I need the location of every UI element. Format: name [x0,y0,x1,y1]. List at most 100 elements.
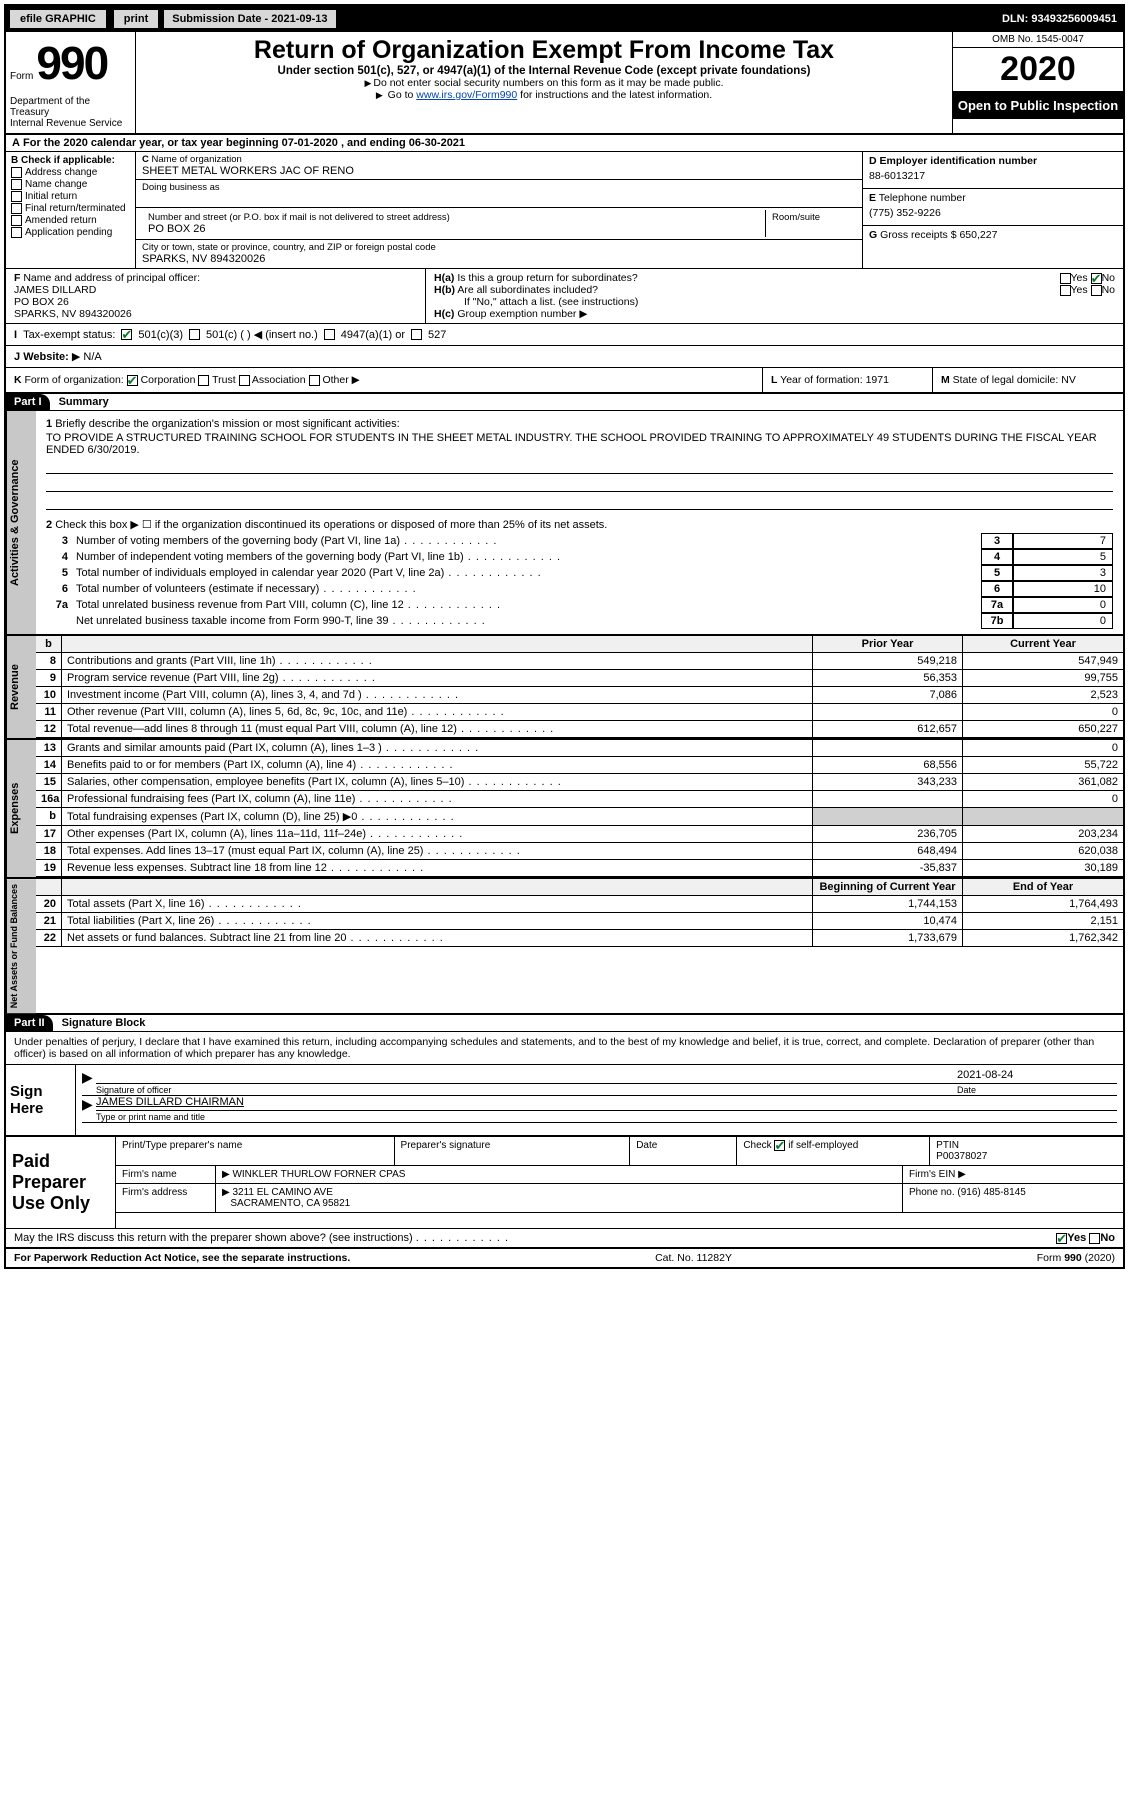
hb-note: If "No," attach a list. (see instruction… [434,296,1115,308]
assoc-checkbox[interactable] [239,375,250,386]
501c-checkbox[interactable] [189,329,200,340]
fin-line: 17Other expenses (Part IX, column (A), l… [36,826,1123,843]
current-year-amt: 0 [963,791,1123,807]
efile-label: efile GRAPHIC [8,8,108,30]
part1-badge: Part I [6,394,50,410]
other-checkbox[interactable] [309,375,320,386]
discuss-row: May the IRS discuss this return with the… [6,1229,1123,1249]
b-checkbox[interactable] [11,179,22,190]
arrow-icon: ▶ [82,1096,96,1122]
firm-addr2: SACRAMENTO, CA 95821 [230,1198,350,1209]
city-label: City or town, state or province, country… [142,242,856,253]
527-checkbox[interactable] [411,329,422,340]
omb-number: OMB No. 1545-0047 [953,32,1123,48]
col-b-checkboxes: B Check if applicable: Address changeNam… [6,152,136,268]
form-number-block: Form 990 Department of the Treasury Inte… [6,32,136,133]
hb-no-checkbox[interactable] [1091,285,1102,296]
l-val: 1971 [866,374,889,386]
prior-year-amt [813,791,963,807]
ha-yes-checkbox[interactable] [1060,273,1071,284]
discuss-no-checkbox[interactable] [1089,1233,1100,1244]
hb-yes-checkbox[interactable] [1060,285,1071,296]
line-num: 5 [46,566,72,580]
prior-year-amt: 1,744,153 [813,896,963,912]
city-val: SPARKS, NV 894320026 [142,253,856,265]
irs-link[interactable]: www.irs.gov/Form990 [416,89,517,101]
signature-line[interactable] [96,1069,957,1083]
preparer-row1: Print/Type preparer's name Preparer's si… [116,1137,1123,1166]
part1-title: Summary [53,396,109,408]
col-c-identity: C Name of organization SHEET METAL WORKE… [136,152,863,268]
ptin-val: P00378027 [936,1151,987,1162]
revenue-section: Revenue b Prior Year Current Year 8Contr… [6,636,1123,740]
form-title: Return of Organization Exempt From Incom… [140,36,948,65]
line-value: 7 [1013,533,1113,549]
current-year-amt: 1,764,493 [963,896,1123,912]
preparer-row3: Firm's address ▶ 3211 EL CAMINO AVE SACR… [116,1184,1123,1213]
part2-badge: Part II [6,1015,53,1031]
street-val: PO BOX 26 [148,223,759,235]
501c3-checkbox[interactable] [121,329,132,340]
officer-and-h: F Name and address of principal officer:… [6,268,1123,324]
current-year-amt: 620,038 [963,843,1123,859]
line-num: 10 [36,687,62,703]
current-year-amt: 547,949 [963,653,1123,669]
prior-year-amt: 549,218 [813,653,963,669]
hb-text: Are all subordinates included? [457,284,598,296]
selfemp-checkbox[interactable] [774,1140,785,1151]
b-option: Amended return [11,215,130,226]
arrow-icon: ▶ [82,1069,96,1095]
hc-text: Group exemption number [457,308,576,320]
ein-val: 88-6013217 [869,167,1117,185]
department: Department of the Treasury Internal Reve… [10,90,131,129]
prior-year-amt: 648,494 [813,843,963,859]
b-option: Name change [11,179,130,190]
note2-pre: Go to [388,89,417,101]
line-num: 22 [36,930,62,946]
line-num: 8 [36,653,62,669]
b-checkbox[interactable] [11,215,22,226]
firm-phone: (916) 485-8145 [957,1187,1025,1198]
tax-year: 2020 [953,48,1123,92]
line-num: 17 [36,826,62,842]
trust-checkbox[interactable] [198,375,209,386]
box-num: 3 [981,533,1013,549]
firm-phone-label: Phone no. [909,1187,955,1198]
box-num: 5 [981,565,1013,581]
box-num: 7a [981,597,1013,613]
sign-here-label: Sign Here [6,1065,76,1135]
opt-other: Other [322,374,348,386]
box-num: 6 [981,581,1013,597]
line-num: 15 [36,774,62,790]
p1-line: 7aTotal unrelated business revenue from … [46,597,1113,613]
4947-checkbox[interactable] [324,329,335,340]
perjury-declaration: Under penalties of perjury, I declare th… [6,1032,1123,1065]
part1-body: Activities & Governance 1 Briefly descri… [6,411,1123,636]
line-text: Other revenue (Part VIII, column (A), li… [62,704,813,720]
corp-checkbox[interactable] [127,375,138,386]
officer-name: JAMES DILLARD [14,284,96,296]
b-checkbox[interactable] [11,191,22,202]
print-button[interactable]: print [112,8,160,30]
vtab-expenses: Expenses [6,740,36,877]
b-option-label: Application pending [25,227,112,238]
b-checkbox[interactable] [11,227,22,238]
line-num: 4 [46,550,72,564]
vtab-revenue: Revenue [6,636,36,738]
part2-header-row: Part II Signature Block [6,1015,1123,1032]
fin-line: 9Program service revenue (Part VIII, lin… [36,670,1123,687]
part1-header-row: Part I Summary [6,394,1123,411]
line-text: Total number of volunteers (estimate if … [72,582,981,596]
b-option-label: Initial return [25,191,77,202]
ha-no-checkbox[interactable] [1091,273,1102,284]
discuss-yes-checkbox[interactable] [1056,1233,1067,1244]
j-label: Website: [23,351,69,363]
b-checkbox[interactable] [11,167,22,178]
b-checkbox[interactable] [11,203,22,214]
gross-val: 650,227 [959,229,997,241]
sig-date-val: 2021-08-24 [957,1069,1117,1083]
officer-addr2: SPARKS, NV 894320026 [14,308,132,320]
website-val: N/A [83,351,101,363]
p1-line: 3Number of voting members of the governi… [46,533,1113,549]
line-text: Grants and similar amounts paid (Part IX… [62,740,813,756]
